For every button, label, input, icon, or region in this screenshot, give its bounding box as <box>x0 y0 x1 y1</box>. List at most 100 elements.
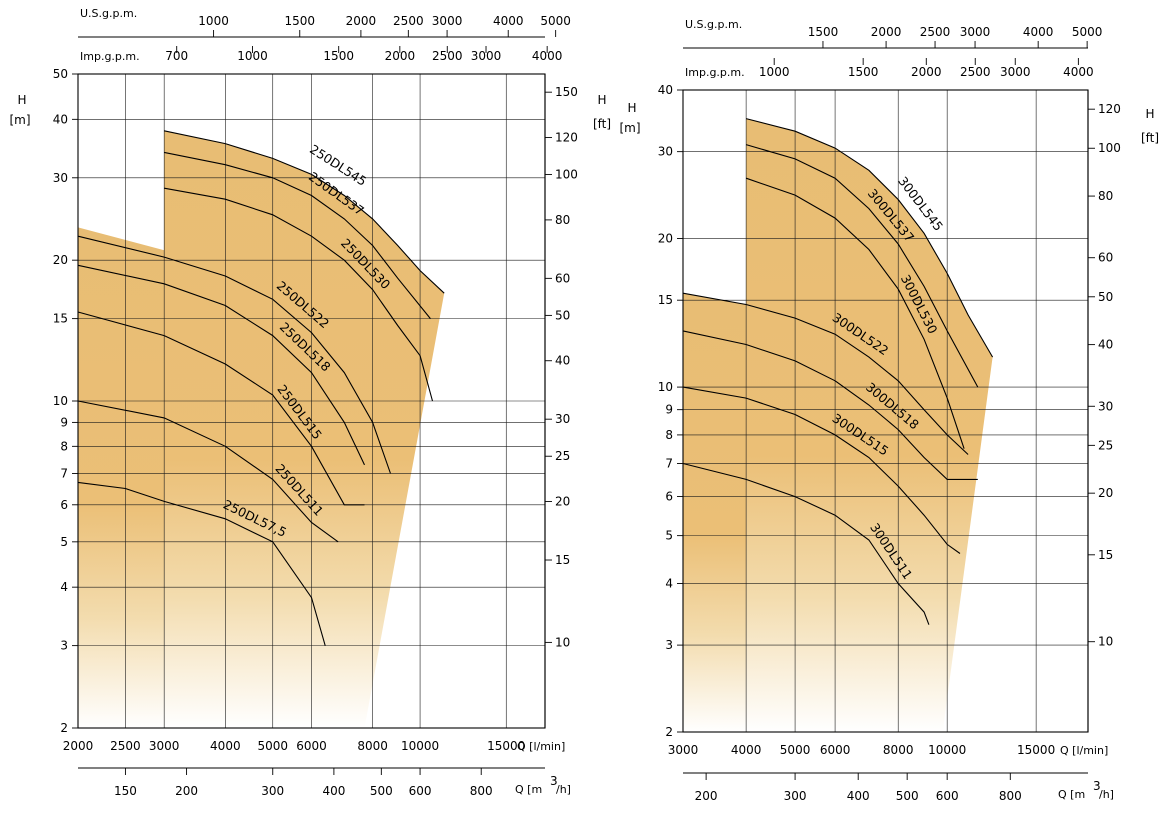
usgpm-tick-label: 4000 <box>1023 25 1054 39</box>
series-line <box>77 481 326 646</box>
usgpm-tick-label: 2000 <box>871 25 902 39</box>
series-line <box>682 386 961 554</box>
m3h-tick-label: 300 <box>784 789 807 803</box>
impgpm-tick-label: 1000 <box>237 49 268 63</box>
ft-tick-label: 40 <box>1098 338 1113 352</box>
y-tick-label: 40 <box>658 83 673 97</box>
y-tick-label: 15 <box>658 293 673 307</box>
x-tick-label: 4000 <box>210 739 241 753</box>
usgpm-tick-label: 2500 <box>920 25 951 39</box>
impgpm-tick-label: 1500 <box>848 65 879 79</box>
usgpm-tick-label: 2000 <box>346 14 377 28</box>
ft-tick-label: 80 <box>555 213 570 227</box>
m3h-tick-label: 800 <box>999 789 1022 803</box>
ft-tick-label: 60 <box>555 271 570 285</box>
x-tick-label: 5000 <box>257 739 288 753</box>
x-tick-label: 8000 <box>357 739 388 753</box>
m3h-tick-label: 400 <box>847 789 870 803</box>
y-tick-label: 5 <box>665 529 673 543</box>
q-m3h-end: /h] <box>556 783 571 796</box>
usgpm-tick-label: 5000 <box>540 14 571 28</box>
x-tick-label: 8000 <box>883 743 914 757</box>
q-m3h-label: Q [m <box>515 783 542 796</box>
q-lmin-label: Q [l/min] <box>1060 744 1108 757</box>
ft-axis-unit: [ft] <box>593 117 611 131</box>
usgpm-tick-label: 2500 <box>393 14 424 28</box>
q-m3h-end: /h] <box>1099 788 1114 801</box>
ft-tick-label: 100 <box>1098 141 1121 155</box>
impgpm-tick-label: 2500 <box>432 49 463 63</box>
y-tick-label: 30 <box>658 145 673 159</box>
ft-tick-label: 15 <box>555 553 570 567</box>
usgpm-label: U.S.g.p.m. <box>80 7 137 20</box>
y-tick-label: 9 <box>60 415 68 429</box>
ft-tick-label: 20 <box>555 495 570 509</box>
y-tick-label: 2 <box>60 721 68 735</box>
x-tick-label: 3000 <box>668 743 699 757</box>
series-line <box>164 151 431 319</box>
series-line <box>77 400 339 543</box>
ft-tick-label: 25 <box>555 449 570 463</box>
series-line <box>745 118 994 358</box>
usgpm-tick-label: 3000 <box>432 14 463 28</box>
y-tick-label: 7 <box>665 457 673 471</box>
m3h-tick-label: 600 <box>936 789 959 803</box>
y-axis-title: H <box>17 93 26 107</box>
y-tick-label: 10 <box>53 394 68 408</box>
impgpm-tick-label: 3000 <box>471 49 502 63</box>
y-tick-label: 30 <box>53 171 68 185</box>
q-lmin-label: Q [l/min] <box>517 740 565 753</box>
x-tick-label: 2500 <box>110 739 141 753</box>
ft-tick-label: 10 <box>1098 635 1113 649</box>
q-m3h-sup: 3 <box>1093 779 1101 793</box>
impgpm-tick-label: 1500 <box>323 49 354 63</box>
m3h-tick-label: 500 <box>370 784 393 798</box>
m3h-tick-label: 600 <box>409 784 432 798</box>
y-tick-label: 5 <box>60 535 68 549</box>
ft-tick-label: 100 <box>555 168 578 182</box>
impgpm-tick-label: 2000 <box>385 49 416 63</box>
y-tick-label: 10 <box>658 380 673 394</box>
series-line <box>77 311 365 506</box>
series-line <box>77 235 392 474</box>
y-tick-label: 4 <box>60 580 68 594</box>
usgpm-tick-label: 4000 <box>493 14 524 28</box>
ft-tick-label: 150 <box>555 85 578 99</box>
impgpm-label: Imp.g.p.m. <box>80 50 140 63</box>
m3h-tick-label: 400 <box>322 784 345 798</box>
operating-region-low <box>683 293 747 732</box>
y-tick-label: 6 <box>60 498 68 512</box>
m3h-tick-label: 300 <box>261 784 284 798</box>
y-tick-label: 15 <box>53 312 68 326</box>
ft-tick-label: 20 <box>1098 486 1113 500</box>
y-tick-label: 20 <box>658 232 673 246</box>
chart-left: 2000 2500 3000 4000 5000 6000 8000 10000 15000 2 3… <box>9 7 611 798</box>
y-tick-label: 2 <box>665 725 673 739</box>
ft-tick-label: 10 <box>555 635 570 649</box>
y-tick-label: 9 <box>665 403 673 417</box>
y-tick-label: 6 <box>665 490 673 504</box>
impgpm-tick-label: 3000 <box>1000 65 1031 79</box>
series-line <box>164 130 445 294</box>
impgpm-tick-label: 2000 <box>911 65 942 79</box>
ft-tick-label: 30 <box>1098 399 1113 413</box>
usgpm-tick-label: 3000 <box>960 25 991 39</box>
y-tick-label: 8 <box>665 428 673 442</box>
ft-axis-title: H <box>597 93 606 107</box>
y-axis-unit: [m] <box>619 121 640 135</box>
ft-tick-label: 30 <box>555 412 570 426</box>
x-tick-label: 10000 <box>928 743 966 757</box>
y-tick-label: 20 <box>53 253 68 267</box>
m3h-tick-label: 200 <box>175 784 198 798</box>
ft-tick-label: 50 <box>1098 290 1113 304</box>
m3h-tick-label: 150 <box>114 784 137 798</box>
series-line <box>682 462 930 625</box>
m3h-tick-label: 800 <box>470 784 493 798</box>
ft-tick-label: 60 <box>1098 251 1113 265</box>
usgpm-tick-label: 1500 <box>808 25 839 39</box>
impgpm-label: Imp.g.p.m. <box>685 66 745 79</box>
series-line <box>77 264 365 466</box>
x-tick-label: 15000 <box>487 739 525 753</box>
m3h-tick-label: 500 <box>896 789 919 803</box>
